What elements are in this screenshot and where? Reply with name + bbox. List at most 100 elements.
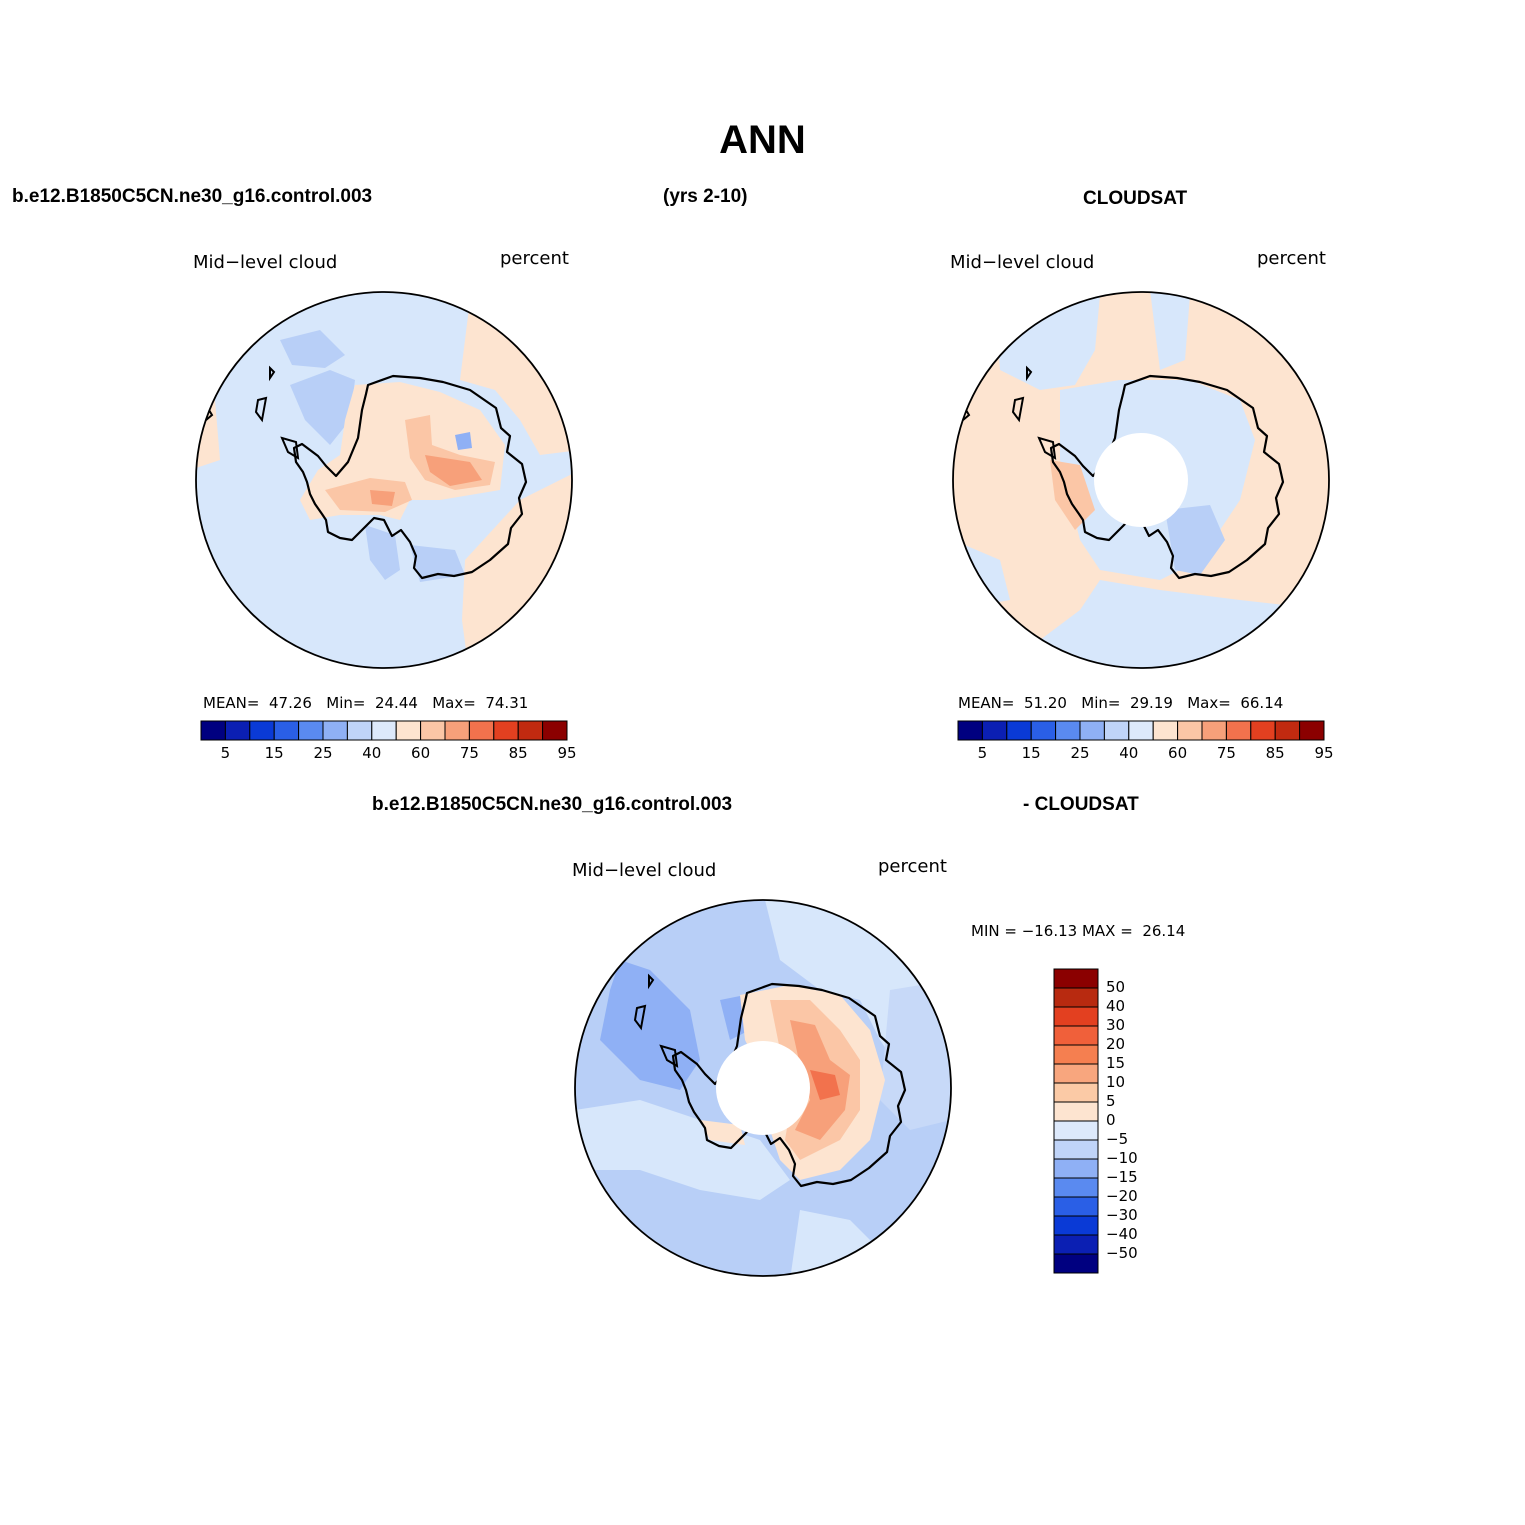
diff-colorbar-tick-label: −5 (1106, 1130, 1129, 1148)
diff-colorbar-tick-label: −20 (1106, 1187, 1138, 1205)
diff-colorbar-tick-label: 40 (1106, 997, 1126, 1015)
model-colorbar-swatch (517, 720, 544, 741)
obs-units-label: percent (1257, 248, 1326, 269)
model-colorbar (200, 720, 568, 741)
diff-colorbar-swatch (1053, 1177, 1099, 1198)
model-stats: MEAN= 47.26 Min= 24.44 Max= 74.31 (203, 694, 529, 712)
obs-colorbar-swatch (1274, 720, 1301, 741)
obs-colorbar-swatch (1152, 720, 1179, 741)
diff-map (574, 899, 952, 1277)
diff-case-name: b.e12.B1850C5CN.ne30_g16.control.003 (372, 794, 733, 815)
diff-colorbar-tick-label: 20 (1106, 1035, 1126, 1053)
diff-colorbar-swatch (1053, 1025, 1099, 1046)
diff-colorbar-swatch (1053, 1063, 1099, 1084)
model-units-label: percent (500, 248, 569, 269)
obs-colorbar-swatch (1201, 720, 1227, 741)
obs-colorbar-swatch (1079, 720, 1105, 741)
model-colorbar-swatch (420, 720, 446, 741)
page-title: ANN (719, 118, 806, 162)
diff-colorbar-swatch (1053, 1139, 1099, 1160)
model-colorbar-swatch (542, 720, 568, 741)
obs-colorbar-tick-label: 40 (1119, 744, 1139, 762)
model-colorbar-tick-label: 75 (459, 744, 479, 762)
model-colorbar-swatch (273, 720, 300, 741)
model-colorbar-swatch (322, 720, 348, 741)
obs-colorbar-swatch (1103, 720, 1130, 741)
model-colorbar-tick-label: 60 (411, 744, 431, 762)
diff-variable-label: Mid−level cloud (572, 860, 717, 881)
diff-colorbar-swatch (1053, 1234, 1099, 1255)
obs-colorbar-swatch (1006, 720, 1032, 741)
years-label: (yrs 2-10) (663, 186, 748, 207)
model-colorbar-tick-label: 40 (362, 744, 382, 762)
obs-colorbar-swatch (957, 720, 983, 741)
obs-stats: MEAN= 51.20 Min= 29.19 Max= 66.14 (958, 694, 1284, 712)
model-case-name: b.e12.B1850C5CN.ne30_g16.control.003 (12, 186, 373, 207)
diff-colorbar-tick-label: −15 (1106, 1168, 1138, 1186)
obs-missing-data-hole (1094, 433, 1188, 527)
model-colorbar-swatch (346, 720, 373, 741)
model-colorbar-swatch (371, 720, 397, 741)
diff-colorbar-swatch (1053, 1006, 1099, 1027)
model-colorbar-swatch (200, 720, 226, 741)
diff-colorbar-tick-label: 50 (1106, 978, 1126, 996)
diff-colorbar-tick-label: −50 (1106, 1244, 1138, 1262)
diff-colorbar-tick-label: 0 (1106, 1111, 1116, 1129)
diff-colorbar-swatch (1053, 1215, 1099, 1236)
obs-map (952, 291, 1330, 669)
model-colorbar-swatch (493, 720, 519, 741)
model-map (195, 291, 573, 669)
model-colorbar-tick-label: 85 (508, 744, 528, 762)
diff-colorbar-tick-label: 15 (1106, 1054, 1126, 1072)
model-colorbar-tick-label: 25 (313, 744, 333, 762)
diff-colorbar-tick-label: 30 (1106, 1016, 1126, 1034)
obs-colorbar-swatch (1055, 720, 1081, 741)
model-variable-label: Mid−level cloud (193, 252, 338, 273)
diff-colorbar-swatch (1053, 968, 1099, 989)
model-colorbar-swatch (249, 720, 275, 741)
model-colorbar-tick-label: 15 (264, 744, 284, 762)
model-colorbar-swatch (395, 720, 422, 741)
diff-colorbar-swatch (1053, 1101, 1099, 1122)
obs-name: CLOUDSAT (1083, 188, 1188, 209)
obs-colorbar-swatch (1030, 720, 1057, 741)
obs-colorbar-tick-label: 60 (1168, 744, 1188, 762)
diff-missing-data-hole (716, 1041, 810, 1135)
diff-colorbar-tick-label: 5 (1106, 1092, 1116, 1110)
diff-colorbar-swatch (1053, 1196, 1099, 1217)
obs-colorbar-tick-label: 75 (1216, 744, 1236, 762)
obs-variable-label: Mid−level cloud (950, 252, 1095, 273)
diff-colorbar-swatch (1053, 1044, 1099, 1065)
diff-colorbar (1053, 968, 1099, 1274)
diff-colorbar-swatch (1053, 1253, 1099, 1274)
obs-colorbar-tick-label: 25 (1070, 744, 1090, 762)
model-colorbar-swatch (224, 720, 251, 741)
obs-colorbar-swatch (1225, 720, 1252, 741)
obs-colorbar-swatch (1299, 720, 1325, 741)
model-colorbar-tick-label: 5 (220, 744, 231, 762)
obs-colorbar-tick-label: 5 (977, 744, 988, 762)
model-colorbar-swatch (468, 720, 495, 741)
model-colorbar-tick-label: 95 (557, 744, 577, 762)
model-colorbar-swatch (444, 720, 470, 741)
obs-colorbar-tick-label: 85 (1265, 744, 1285, 762)
diff-colorbar-swatch (1053, 1082, 1099, 1103)
diff-colorbar-tick-label: 10 (1106, 1073, 1126, 1091)
obs-colorbar-tick-label: 95 (1314, 744, 1334, 762)
obs-colorbar (957, 720, 1325, 741)
diff-stats: MIN = −16.13 MAX = 26.14 (971, 922, 1186, 940)
diff-obs-name: - CLOUDSAT (1023, 794, 1139, 815)
diff-colorbar-tick-label: −40 (1106, 1225, 1138, 1243)
obs-colorbar-swatch (1128, 720, 1154, 741)
diff-colorbar-swatch (1053, 987, 1099, 1008)
diff-colorbar-tick-label: −30 (1106, 1206, 1138, 1224)
obs-colorbar-swatch (981, 720, 1008, 741)
model-colorbar-swatch (298, 720, 324, 741)
obs-colorbar-swatch (1250, 720, 1276, 741)
diff-colorbar-swatch (1053, 1120, 1099, 1141)
diff-units-label: percent (878, 856, 947, 877)
obs-colorbar-tick-label: 15 (1021, 744, 1041, 762)
diff-colorbar-tick-label: −10 (1106, 1149, 1138, 1167)
obs-colorbar-swatch (1177, 720, 1203, 741)
